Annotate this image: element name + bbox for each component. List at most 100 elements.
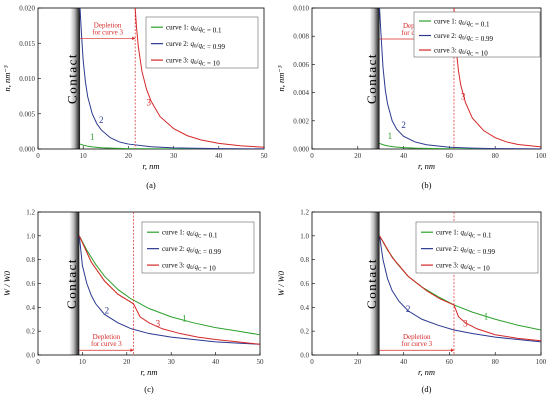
y-tick-label: 0.0 xyxy=(300,352,309,360)
y-tick-label: 0.2 xyxy=(300,328,309,336)
x-tick-label: 0 xyxy=(310,358,314,366)
x-tick-label: 20 xyxy=(354,152,362,160)
x-tick-label: 60 xyxy=(446,152,454,160)
series-label-curve-2: 2 xyxy=(99,115,104,125)
x-tick-label: 50 xyxy=(257,358,265,366)
series-line-curve-2 xyxy=(379,8,541,149)
x-tick-label: 10 xyxy=(80,152,88,160)
y-axis-label: W / W0 xyxy=(2,270,12,296)
depletion-text-line1: Depletion xyxy=(93,333,121,341)
series-line-curve-1 xyxy=(79,143,264,149)
contact-region xyxy=(369,8,380,149)
legend-entry-curve-1: curve 1: q0/qC = 0.1 xyxy=(162,229,218,240)
series-label-curve-2: 2 xyxy=(406,304,411,314)
series-label-curve-1: 1 xyxy=(182,314,187,324)
series-line-curve-1 xyxy=(379,142,541,149)
depletion-arrowhead xyxy=(130,348,134,353)
y-tick-label: 0.4 xyxy=(300,304,309,312)
legend-entry-curve-1: curve 1: q0/qC = 0.1 xyxy=(166,24,222,35)
chart-panel-c: Contact 0 10 20 30 40 50 0.0 0.2 0.4 0.6 0.8 1.0 1.2 r… xyxy=(2,209,264,395)
y-tick-label: 0.004 xyxy=(293,89,309,97)
x-tick-label: 40 xyxy=(212,358,220,366)
plot-frame xyxy=(311,7,542,150)
legend-entry-curve-1: curve 1: q0/qC = 0.1 xyxy=(434,18,490,29)
y-tick-label: 0.005 xyxy=(19,110,35,118)
panel-letter: (a) xyxy=(146,180,156,190)
x-axis-label: r, nm xyxy=(142,161,159,171)
y-tick-label: 0.6 xyxy=(26,280,35,288)
x-tick-label: 0 xyxy=(36,358,40,366)
depletion-text-line1: Depletion xyxy=(94,21,122,29)
series-label-curve-2: 2 xyxy=(105,305,110,315)
y-tick-label: 1.2 xyxy=(26,209,35,217)
y-tick-label: 0.000 xyxy=(293,146,309,154)
y-axis-label: W / W0 xyxy=(276,270,286,296)
contact-label: Contact xyxy=(364,53,379,104)
y-tick-label: 0.020 xyxy=(19,5,35,13)
series-label-curve-3: 3 xyxy=(463,318,468,328)
legend-entry-curve-2: curve 2: q0/qC = 0.99 xyxy=(162,245,221,256)
x-tick-label: 10 xyxy=(79,358,87,366)
reference-dotted-line xyxy=(78,235,134,305)
series-label-curve-3: 3 xyxy=(156,318,161,328)
chart-panel-b: Contact 0 20 40 60 80 100 0.000 0.002 0.004 0.006 0… xyxy=(276,5,547,191)
x-tick-label: 40 xyxy=(400,358,408,366)
series-line-curve-3 xyxy=(379,235,541,342)
contact-label: Contact xyxy=(364,258,379,309)
depletion-arrowhead xyxy=(132,36,136,41)
x-tick-label: 20 xyxy=(125,152,133,160)
y-tick-label: 0.010 xyxy=(293,5,309,13)
legend-entry-curve-2: curve 2: q0/qC = 0.99 xyxy=(434,32,493,43)
x-tick-label: 0 xyxy=(310,152,314,160)
y-tick-label: 0.015 xyxy=(19,40,35,48)
y-tick-label: 0.010 xyxy=(19,75,35,83)
y-tick-label: 1.2 xyxy=(300,209,309,217)
contact-region xyxy=(70,8,81,149)
x-tick-label: 50 xyxy=(261,152,269,160)
depletion-text-line1: Depletion xyxy=(403,333,431,341)
panel-letter: (c) xyxy=(144,384,154,394)
x-tick-label: 30 xyxy=(170,152,178,160)
x-tick-label: 100 xyxy=(536,358,547,366)
x-tick-label: 60 xyxy=(446,358,454,366)
x-tick-label: 0 xyxy=(36,152,40,160)
panel-letter: (d) xyxy=(422,384,432,394)
x-tick-label: 100 xyxy=(536,152,547,160)
y-tick-label: 0.008 xyxy=(293,33,309,41)
legend-box xyxy=(145,16,259,69)
legend-box xyxy=(413,11,541,58)
depletion-arrowhead xyxy=(450,348,454,353)
series-label-curve-1: 1 xyxy=(484,311,489,321)
y-tick-label: 1.0 xyxy=(300,232,309,240)
y-tick-label: 0.002 xyxy=(293,117,309,125)
x-tick-label: 40 xyxy=(215,152,223,160)
contact-label: Contact xyxy=(65,53,80,104)
x-tick-label: 30 xyxy=(168,358,176,366)
y-tick-label: 0.8 xyxy=(300,256,309,264)
y-tick-label: 1.0 xyxy=(26,232,35,240)
chart-panel-a: Contact 0 10 20 30 40 50 0.000 0.005 0.010 0.015 0.… xyxy=(2,5,268,191)
contact-region xyxy=(69,212,80,355)
legend-entry-curve-2: curve 2: q0/qC = 0.99 xyxy=(166,40,225,51)
x-tick-label: 80 xyxy=(492,358,500,366)
series-line-curve-2 xyxy=(79,8,264,149)
y-tick-label: 0.6 xyxy=(300,280,309,288)
legend-entry-curve-3: curve 3: q0/qC = 10 xyxy=(434,47,488,58)
x-axis-label: r, nm xyxy=(418,161,435,171)
legend-entry-curve-2: curve 2: q0/qC = 0.99 xyxy=(436,245,495,256)
legend-entry-curve-3: curve 3: q0/qC = 10 xyxy=(166,57,220,68)
y-axis-label: n, nm⁻³ xyxy=(276,65,286,91)
y-tick-label: 0.0 xyxy=(26,352,35,360)
series-label-curve-1: 1 xyxy=(388,131,393,141)
y-tick-label: 0.8 xyxy=(26,256,35,264)
y-tick-label: 0.4 xyxy=(26,304,35,312)
contact-label: Contact xyxy=(64,258,79,309)
legend-entry-curve-3: curve 3: q0/qC = 10 xyxy=(162,262,216,273)
y-axis-label: n, nm⁻³ xyxy=(2,65,12,91)
y-tick-label: 0.006 xyxy=(293,61,309,69)
x-tick-label: 20 xyxy=(123,358,131,366)
legend-entry-curve-3: curve 3: q0/qC = 10 xyxy=(436,262,490,273)
series-line-curve-1 xyxy=(78,235,260,336)
panel-letter: (b) xyxy=(422,180,432,190)
depletion-text-line2: for curve 3 xyxy=(91,340,122,348)
